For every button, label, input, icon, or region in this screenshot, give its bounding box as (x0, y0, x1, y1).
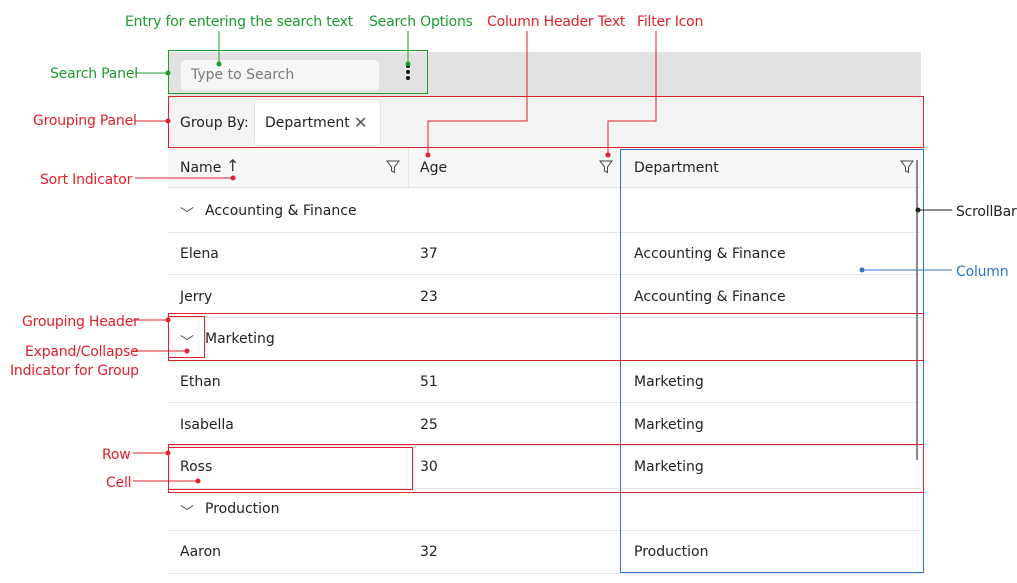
cell[interactable]: Aaron (180, 544, 222, 560)
annotation-label: Column Header Text (487, 14, 626, 30)
group-chip-label: Department (265, 115, 350, 131)
cell[interactable]: Marketing (634, 417, 704, 433)
cell[interactable]: 37 (420, 246, 438, 262)
row-divider (168, 402, 921, 403)
cell[interactable]: Accounting & Finance (634, 246, 786, 262)
column-header-name[interactable] (168, 148, 408, 188)
row-divider (168, 317, 921, 318)
annotation-label: Row (102, 447, 131, 463)
cell[interactable]: Ross (180, 459, 213, 475)
chevron-down-icon[interactable]: ﹀ (180, 334, 194, 350)
cell[interactable]: 32 (420, 544, 438, 560)
filter-icon[interactable] (599, 160, 613, 174)
cell[interactable]: 51 (420, 374, 438, 390)
row-divider (168, 573, 921, 574)
cell[interactable]: Elena (180, 246, 219, 262)
cell[interactable]: 30 (420, 459, 438, 475)
cell[interactable]: Marketing (634, 459, 704, 475)
cell[interactable]: Isabella (180, 417, 234, 433)
annotation-label: Grouping Header (22, 314, 139, 330)
sort-arrow-icon[interactable]: ↑ (226, 156, 240, 175)
column-header-label: Department (634, 160, 719, 176)
annotation-label: Search Options (369, 14, 473, 30)
chevron-down-icon[interactable]: ﹀ (180, 504, 194, 520)
group-chip[interactable] (254, 99, 381, 146)
cell[interactable]: Production (634, 544, 709, 560)
cell[interactable]: Marketing (634, 374, 704, 390)
cell[interactable]: Jerry (180, 289, 213, 305)
annotation-label: Search Panel (50, 66, 138, 82)
annotation-label: Grouping Panel (33, 113, 137, 129)
annotation-box (168, 316, 205, 358)
row-divider (168, 232, 921, 233)
column-header-label: Name (180, 160, 222, 176)
cell[interactable]: 23 (420, 289, 438, 305)
group-header-title: Production (205, 501, 280, 517)
chevron-down-icon[interactable]: ﹀ (180, 206, 194, 222)
annotation-label: Filter Icon (637, 14, 704, 30)
column-header-label: Age (420, 160, 448, 176)
row-divider (168, 274, 921, 275)
filter-icon[interactable] (386, 160, 400, 174)
search-input[interactable]: Type to Search (181, 60, 379, 90)
filter-icon[interactable] (900, 160, 914, 174)
row-divider (168, 488, 921, 489)
column-header-age[interactable] (408, 148, 620, 188)
group-header-title: Marketing (205, 331, 275, 347)
annotation-label: Sort Indicator (40, 172, 133, 188)
cell[interactable]: Ethan (180, 374, 221, 390)
cell[interactable]: 25 (420, 417, 438, 433)
annotation-label: Column (956, 264, 1009, 280)
annotation-box (168, 447, 413, 490)
group-by-label: Group By: (180, 115, 249, 131)
row-divider (168, 530, 921, 531)
annotation-label: Indicator for Group (10, 363, 139, 379)
row-divider (168, 445, 921, 446)
column-header-department[interactable] (620, 148, 921, 188)
group-header-title: Accounting & Finance (205, 203, 357, 219)
cell[interactable]: Accounting & Finance (634, 289, 786, 305)
annotation-box (620, 149, 924, 573)
annotation-label: Cell (106, 475, 132, 491)
annotation-label: Expand/Collapse (25, 344, 139, 360)
close-icon[interactable]: ✕ (354, 113, 368, 132)
scrollbar[interactable] (916, 160, 918, 460)
annotation-label: ScrollBar (956, 204, 1017, 220)
annotation-label: Entry for entering the search text (125, 14, 354, 30)
